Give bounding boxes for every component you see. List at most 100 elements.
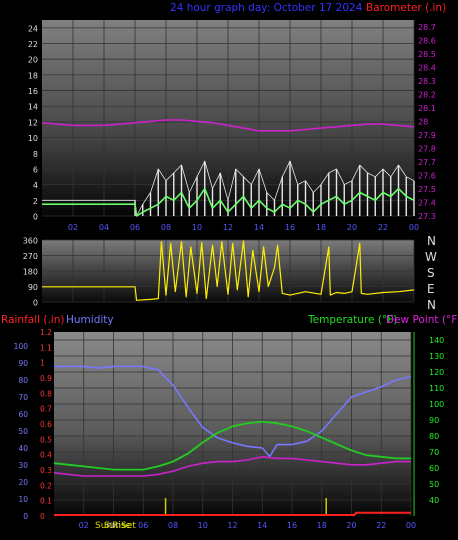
compass-letter-e: E bbox=[427, 282, 435, 296]
temperature-y-tick: 80 bbox=[429, 432, 439, 441]
humidity-y-tick: 70 bbox=[18, 393, 28, 402]
wind-x-tick: 08 bbox=[161, 223, 171, 232]
humidity-line bbox=[54, 365, 412, 458]
windspeed-axis-label: Windspeed (kts) bbox=[36, 2, 121, 14]
rainfall-axis-label: Rainfall (.in) bbox=[1, 314, 64, 326]
wind-x-tick: 00 bbox=[409, 223, 419, 232]
rainfall-y-tick: 0 bbox=[40, 512, 45, 521]
climate-x-tick: 12 bbox=[227, 521, 237, 530]
barometer-y-tick: 27.3 bbox=[418, 212, 436, 221]
humidity-y-tick: 20 bbox=[18, 478, 28, 487]
wind-series-layer bbox=[41, 119, 415, 217]
barometer-y-tick: 27.8 bbox=[418, 144, 436, 153]
wind-x-tick: 12 bbox=[223, 223, 233, 232]
temperature-y-tick: 60 bbox=[429, 464, 439, 473]
barometer-y-tick: 28.6 bbox=[418, 36, 436, 45]
climate-x-tick: 18 bbox=[317, 521, 327, 530]
humidity-y-tick: 80 bbox=[18, 376, 28, 385]
rainfall-y-tick: 0.4 bbox=[40, 451, 52, 460]
compass-letter-w: W bbox=[425, 250, 437, 264]
rainfall-y-tick: 1.1 bbox=[40, 343, 52, 352]
rainfall-y-tick: 0.9 bbox=[40, 374, 52, 383]
dewpoint-line bbox=[53, 456, 411, 477]
climate-series-layer bbox=[53, 365, 412, 516]
rainfall-y-tick: 1.2 bbox=[40, 328, 52, 337]
barometer-right-axis: 27.3 27.4 27.5 27.6 27.7 27.8 27.9 28 28.1 28.2 28… bbox=[418, 23, 436, 221]
temperature-y-tick: 110 bbox=[429, 384, 444, 393]
wind-x-tick: 06 bbox=[130, 223, 140, 232]
wind-y-tick: 10 bbox=[28, 134, 38, 143]
wind-y-tick: 12 bbox=[28, 118, 38, 127]
windspeed-line bbox=[42, 187, 415, 217]
rain-line bbox=[54, 511, 411, 516]
humidity-y-tick: 100 bbox=[14, 342, 29, 351]
barometer-axis-label: Barometer (.in) bbox=[366, 2, 446, 14]
barometer-y-tick: 28.2 bbox=[418, 90, 436, 99]
temperature-right-axis: 40 50 60 70 80 90 100 110 120 130 140 bbox=[429, 336, 444, 505]
temperature-y-tick: 70 bbox=[429, 448, 439, 457]
climate-x-tick: 00 bbox=[406, 521, 416, 530]
climate-x-axis: 02 04 06 08 10 12 14 16 18 20 22 00 bbox=[79, 521, 416, 530]
barometer-y-tick: 27.5 bbox=[418, 185, 436, 194]
humidity-left-axis: 0 10 20 30 40 50 60 70 80 90 100 bbox=[14, 342, 29, 521]
humidity-axis-label: Humidity bbox=[66, 314, 114, 326]
climate-x-tick: 08 bbox=[168, 521, 178, 530]
direction-y-tick: 360 bbox=[23, 237, 38, 246]
rainfall-y-tick: 0.7 bbox=[40, 405, 52, 414]
climate-x-tick: 22 bbox=[376, 521, 386, 530]
compass-letter-n-top: N bbox=[427, 234, 436, 248]
temperature-y-tick: 120 bbox=[429, 368, 444, 377]
climate-x-tick: 06 bbox=[138, 521, 148, 530]
wind-y-tick: 16 bbox=[28, 87, 38, 96]
climate-gridlines bbox=[54, 332, 415, 516]
wind-x-tick: 04 bbox=[99, 223, 109, 232]
wind-y-tick: 8 bbox=[33, 150, 38, 159]
wind-x-tick: 22 bbox=[378, 223, 388, 232]
wind-x-tick: 20 bbox=[347, 223, 357, 232]
barometer-y-tick: 28.3 bbox=[418, 77, 436, 86]
humidity-y-tick: 50 bbox=[18, 427, 28, 436]
direction-y-tick: 90 bbox=[28, 283, 38, 292]
climate-x-tick: 10 bbox=[198, 521, 208, 530]
humidity-y-tick: 40 bbox=[18, 444, 28, 453]
wind-x-tick: 14 bbox=[254, 223, 264, 232]
barometer-y-tick: 27.4 bbox=[418, 198, 436, 207]
rainfall-y-tick: 1 bbox=[40, 359, 45, 368]
compass-letters: N W S E N bbox=[425, 234, 437, 312]
compass-letter-n-bottom: N bbox=[427, 298, 436, 312]
rainfall-y-tick: 0.1 bbox=[40, 497, 52, 506]
wind-x-tick: 02 bbox=[68, 223, 78, 232]
humidity-y-tick: 30 bbox=[18, 461, 28, 470]
rainfall-y-tick: 0.8 bbox=[40, 389, 52, 398]
temperature-y-tick: 130 bbox=[429, 352, 444, 361]
temperature-y-tick: 90 bbox=[429, 416, 439, 425]
direction-series-layer bbox=[42, 240, 415, 301]
direction-y-tick: 0 bbox=[33, 299, 38, 308]
temperature-y-tick: 40 bbox=[429, 496, 439, 505]
barometer-y-tick: 28.5 bbox=[418, 50, 436, 59]
wind-y-tick: 24 bbox=[28, 24, 38, 33]
humidity-y-tick: 90 bbox=[18, 359, 28, 368]
barometer-y-tick: 27.6 bbox=[418, 171, 436, 180]
barometer-line bbox=[41, 119, 415, 132]
temperature-line bbox=[53, 420, 411, 471]
rainfall-y-tick: 0.2 bbox=[40, 481, 52, 490]
wind-y-tick: 14 bbox=[28, 103, 38, 112]
humidity-y-tick: 0 bbox=[23, 512, 28, 521]
rainfall-y-tick: 0.3 bbox=[40, 466, 52, 475]
wind-y-tick: 22 bbox=[28, 40, 38, 49]
direction-line bbox=[42, 240, 415, 301]
direction-y-tick: 270 bbox=[23, 252, 38, 261]
wind-x-tick: 10 bbox=[192, 223, 202, 232]
barometer-y-tick: 28 bbox=[418, 117, 428, 126]
direction-y-tick: 180 bbox=[23, 268, 38, 277]
temperature-axis-label: Temperature (°F) bbox=[307, 314, 397, 326]
barometer-y-tick: 27.7 bbox=[418, 158, 436, 167]
wind-y-tick: 4 bbox=[33, 181, 38, 190]
sunset-label: SunSet bbox=[104, 521, 136, 531]
climate-x-tick: 02 bbox=[79, 521, 89, 530]
direction-left-axis: 0 90 180 270 360 bbox=[23, 237, 38, 308]
